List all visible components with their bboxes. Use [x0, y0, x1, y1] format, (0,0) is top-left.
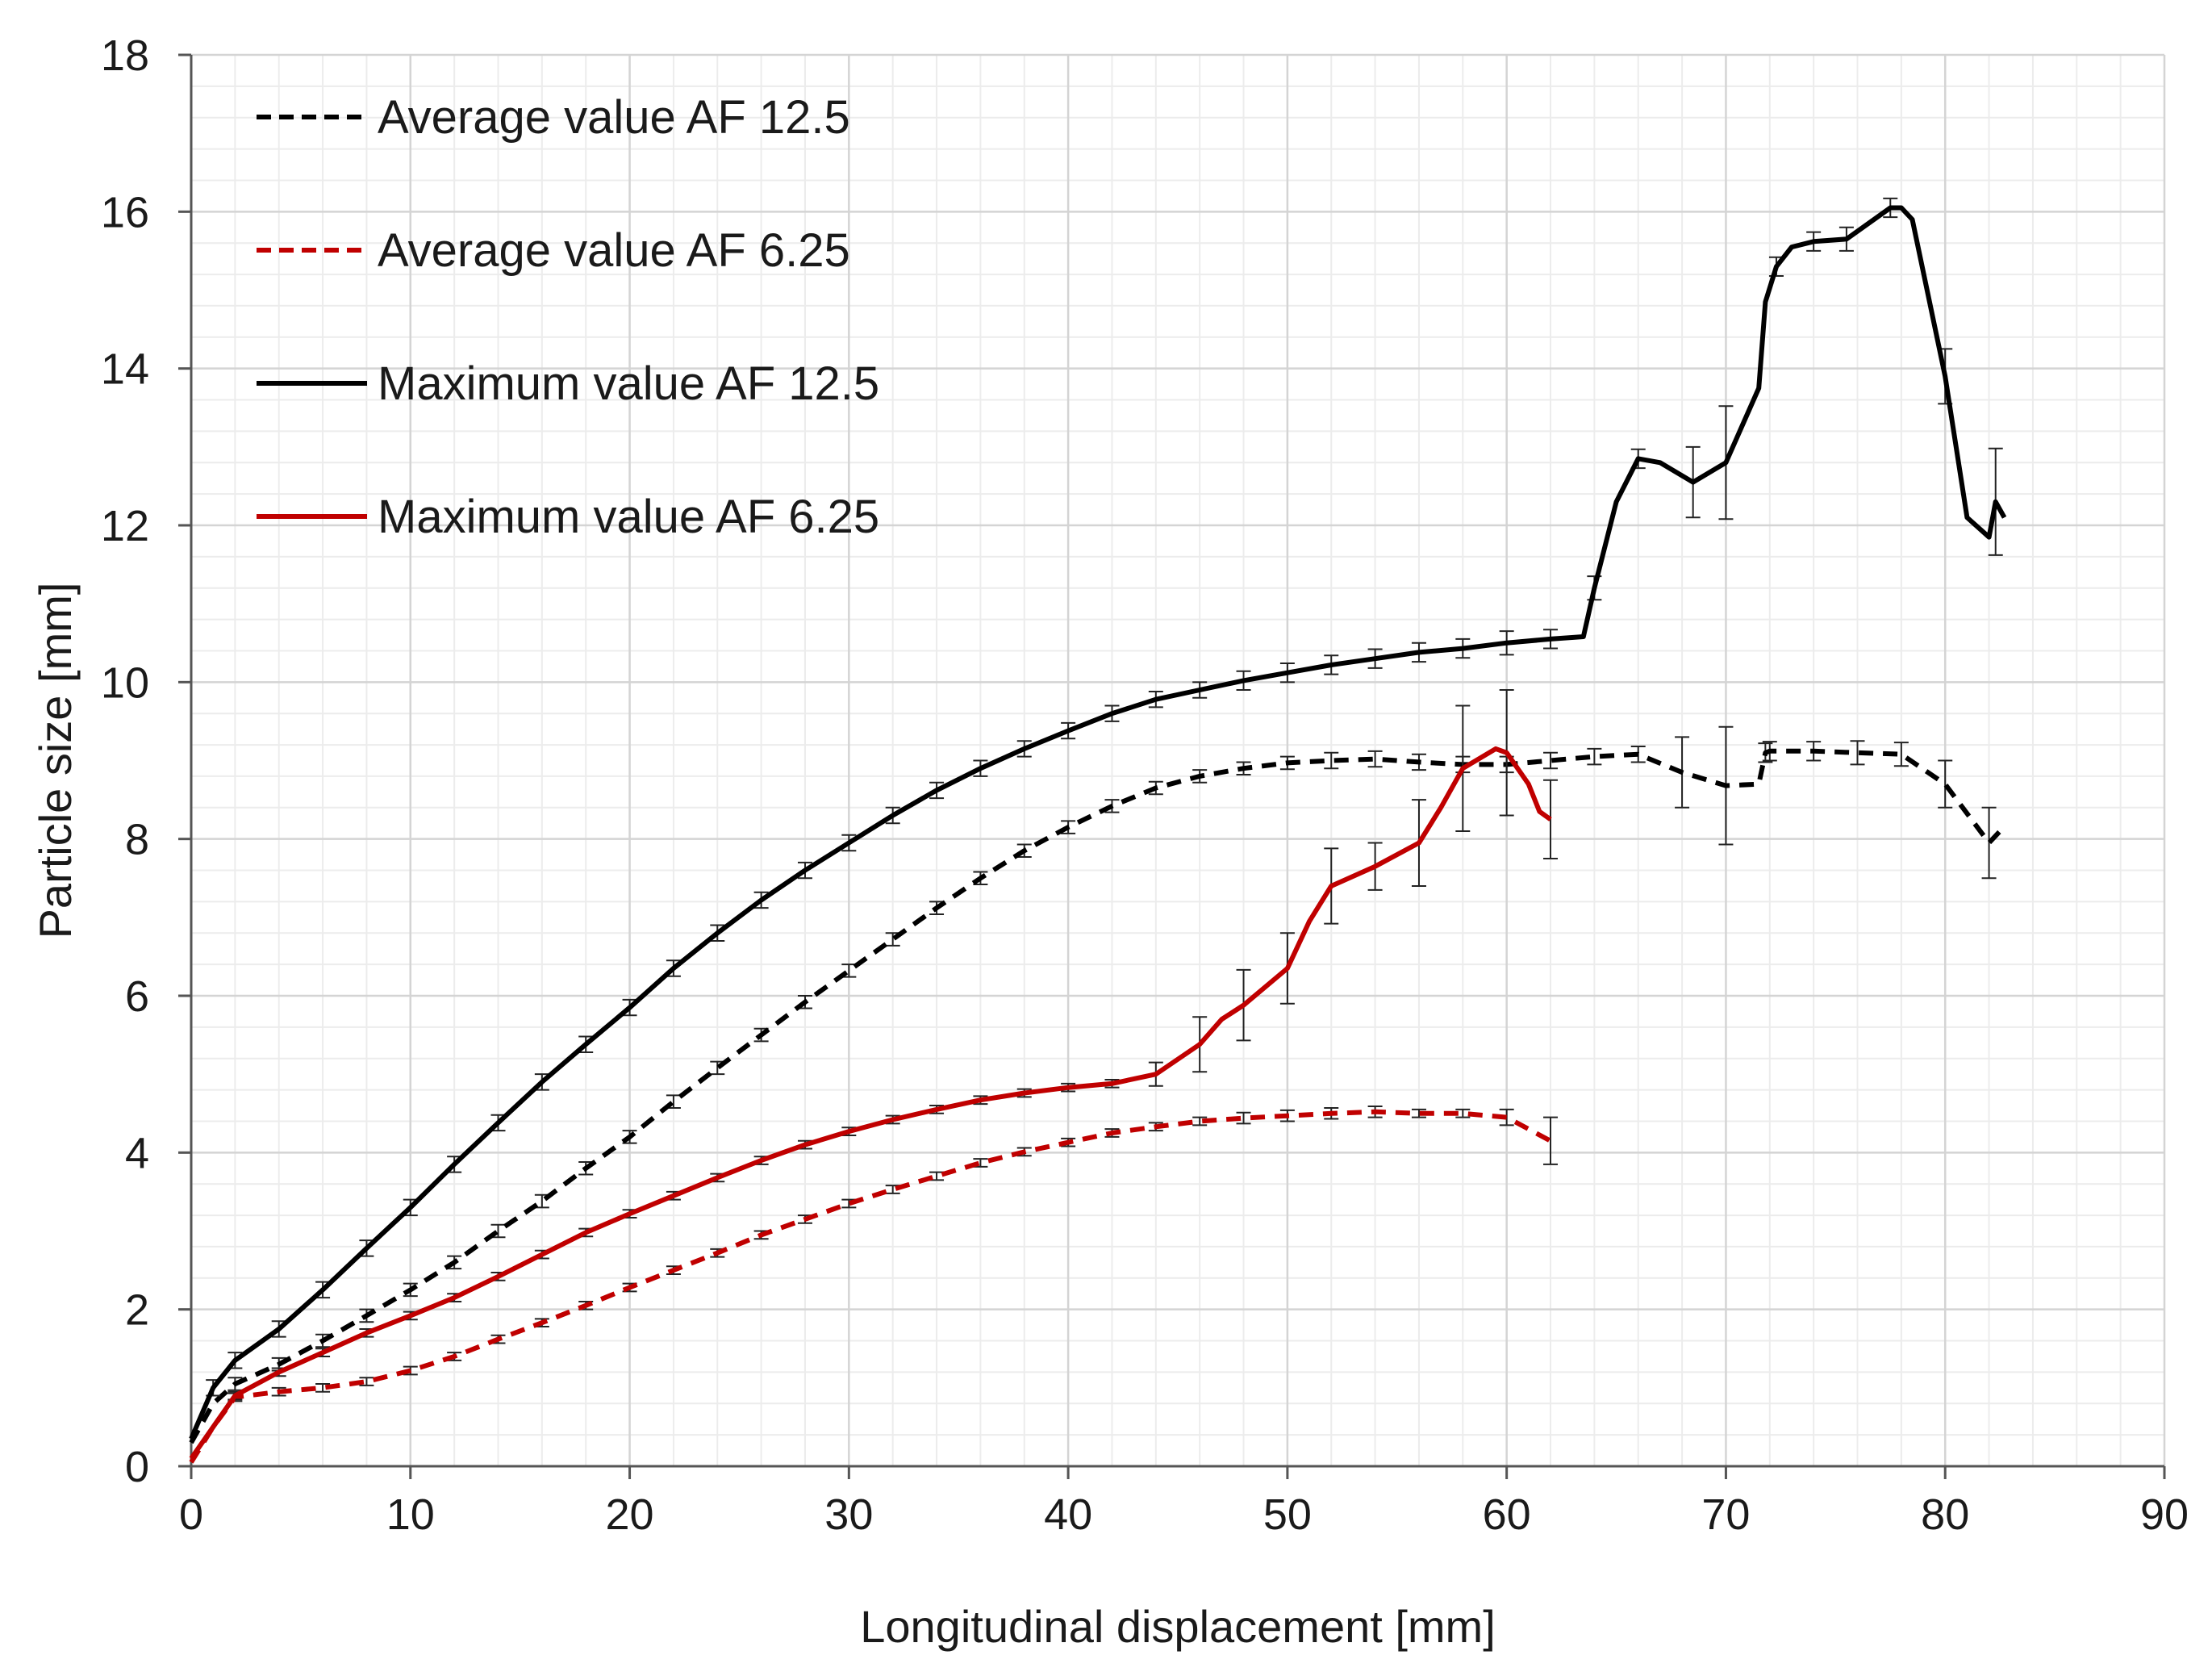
- x-axis-title: Longitudinal displacement [mm]: [860, 1601, 1496, 1652]
- y-tick-label: 16: [101, 188, 149, 236]
- series-line-1: [189, 1109, 1552, 1464]
- x-tick-label: 90: [2140, 1490, 2189, 1539]
- series-line-0: [189, 748, 2002, 1444]
- gridlines: [190, 53, 2166, 1468]
- x-tick-label: 20: [606, 1490, 654, 1539]
- y-axis-title: Particle size [mm]: [30, 583, 81, 939]
- legend-label-1: Average value AF 6.25: [378, 224, 850, 277]
- x-tick-label: 0: [179, 1490, 203, 1539]
- y-tick-label: 0: [125, 1443, 149, 1491]
- x-tick-label: 80: [1921, 1490, 1969, 1539]
- x-tick-label: 70: [1701, 1490, 1750, 1539]
- y-tick-label: 12: [101, 502, 149, 550]
- legend-label-2: Maximum value AF 12.5: [378, 357, 879, 410]
- series-1: [189, 1106, 1559, 1464]
- y-tick-label: 8: [125, 816, 149, 864]
- series-0: [189, 725, 2002, 1444]
- series-group: [189, 197, 2007, 1464]
- y-tick-label: 6: [125, 972, 149, 1021]
- series-2: [189, 197, 2007, 1440]
- x-tick-label: 40: [1044, 1490, 1092, 1539]
- x-tick-label: 60: [1483, 1490, 1531, 1539]
- y-tick-label: 4: [125, 1129, 149, 1177]
- series-line-2: [189, 205, 2007, 1440]
- legend: Average value AF 12.5 Average value AF 6.…: [257, 91, 879, 543]
- y-tick-label: 10: [101, 658, 149, 707]
- x-tick-label: 30: [824, 1490, 873, 1539]
- y-tick-label: 14: [101, 345, 149, 394]
- y-tick-label: 2: [125, 1286, 149, 1335]
- axes: 0 10 20 30 40 50 60 70 80 90 0 2 4 6 8 10 12 14 16 18: [101, 31, 2189, 1539]
- y-tick-label: 18: [101, 31, 149, 80]
- series-line-3: [189, 746, 1552, 1461]
- legend-label-3: Maximum value AF 6.25: [378, 491, 879, 543]
- legend-label-0: Average value AF 12.5: [378, 91, 850, 144]
- x-tick-label: 50: [1263, 1490, 1312, 1539]
- series-3: [189, 689, 1559, 1461]
- x-tick-label: 10: [386, 1490, 435, 1539]
